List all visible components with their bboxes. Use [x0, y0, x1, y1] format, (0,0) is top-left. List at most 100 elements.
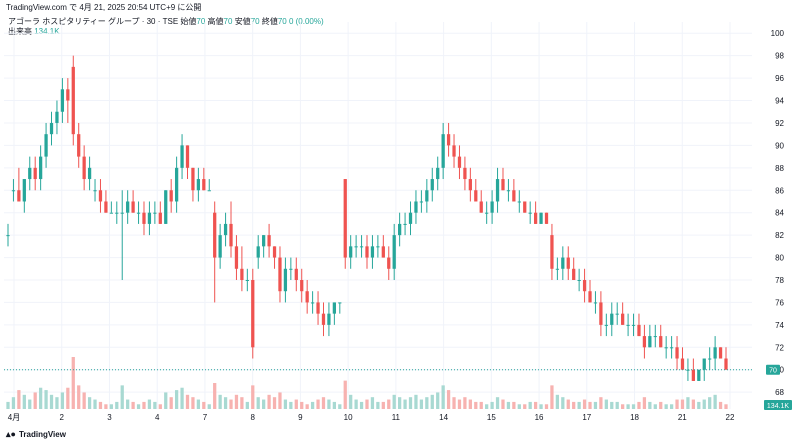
- candle-body: [539, 212, 543, 224]
- candle-body: [49, 122, 54, 135]
- candle-body: [403, 223, 407, 225]
- x-tick-label: 11: [392, 413, 401, 422]
- candle-body: [686, 369, 690, 371]
- candle-body: [436, 167, 440, 180]
- candle-body: [392, 235, 396, 269]
- volume-bar: [365, 399, 369, 409]
- candle-body: [321, 313, 326, 325]
- candle-body: [196, 179, 201, 191]
- volume-bar: [392, 394, 396, 409]
- candle-body: [664, 347, 668, 349]
- x-tick-label: 2: [60, 413, 65, 422]
- y-tick-label: 76: [775, 298, 784, 307]
- volume-bar: [229, 399, 233, 409]
- candle-body: [267, 235, 271, 247]
- x-tick-label: 15: [487, 413, 496, 422]
- volume-bar: [702, 399, 706, 409]
- volume-bar: [680, 399, 685, 409]
- x-tick-label: 4月: [8, 413, 20, 422]
- volume-bar: [414, 394, 418, 409]
- volume-bar: [28, 399, 32, 409]
- volume-bar: [202, 401, 206, 409]
- candle-body: [610, 313, 614, 325]
- volume-bar: [561, 397, 565, 409]
- candle-body: [561, 257, 565, 269]
- volume-bar: [77, 385, 81, 409]
- candle-body: [316, 302, 320, 314]
- volume-bar: [305, 404, 309, 409]
- volume-bar: [240, 397, 244, 409]
- candle-body: [60, 89, 65, 112]
- volume-bar: [713, 394, 717, 409]
- candle-body: [251, 280, 255, 348]
- candle-body: [256, 246, 260, 258]
- tradingview-logo[interactable]: ▴● TradingView: [6, 429, 66, 440]
- candle-body: [44, 134, 48, 157]
- candle-body: [120, 212, 124, 214]
- candle-body: [245, 280, 249, 281]
- volume-bar: [370, 397, 375, 409]
- candle-body: [517, 201, 521, 203]
- volume-bar: [495, 397, 500, 409]
- candle-body: [289, 268, 293, 270]
- volume-bar: [446, 390, 451, 409]
- volume-value: 134.1K: [34, 27, 60, 36]
- volume-bar: [191, 397, 195, 409]
- candle-body: [631, 324, 636, 326]
- logo-text: TradingView: [18, 430, 66, 439]
- x-tick-label: 14: [439, 413, 448, 422]
- low-value: 70: [250, 17, 260, 26]
- volume-bar: [213, 383, 217, 409]
- x-tick-label: 3: [107, 413, 112, 422]
- y-tick-label: 90: [775, 141, 784, 150]
- volume-bar: [648, 401, 652, 409]
- volume-bar: [468, 399, 472, 409]
- open-label: 始値: [180, 17, 197, 26]
- candle-body: [33, 167, 37, 180]
- y-tick-label: 100: [771, 29, 785, 38]
- candle-body: [604, 324, 608, 326]
- candle-body: [147, 212, 152, 224]
- volume-legend: 出来高 134.1K: [8, 26, 60, 37]
- volume-bar: [718, 401, 723, 409]
- volume-bar: [278, 392, 282, 409]
- y-tick-label: 88: [775, 164, 784, 173]
- candle-body: [637, 324, 641, 337]
- volume-bar: [174, 390, 179, 409]
- volume-bar: [164, 392, 168, 409]
- tradingview-logo-icon: ▴●: [6, 429, 16, 439]
- volume-bar: [604, 399, 608, 409]
- volume-bar: [626, 404, 630, 409]
- volume-bar: [109, 404, 113, 409]
- candle-body: [343, 179, 347, 258]
- candle-body: [452, 145, 456, 157]
- candle-body: [523, 201, 527, 213]
- volume-bar: [452, 397, 456, 409]
- volume-bar: [22, 394, 26, 409]
- y-tick-label: 98: [775, 52, 784, 61]
- volume-bar: [332, 401, 336, 409]
- volume-bar: [327, 399, 331, 409]
- volume-bar: [376, 401, 380, 409]
- y-tick-label: 72: [775, 343, 784, 352]
- volume-bar: [267, 394, 271, 409]
- volume-bar: [338, 404, 342, 409]
- last-price-label: 70: [769, 368, 777, 375]
- candle-body: [180, 145, 184, 168]
- candle-body: [262, 235, 266, 247]
- volume-bar: [474, 401, 478, 409]
- candle-body: [593, 302, 598, 304]
- y-tick-label: 82: [775, 231, 784, 240]
- candle-body: [272, 246, 277, 258]
- volume-bar: [11, 397, 16, 409]
- volume-bar: [223, 397, 228, 409]
- candle-body: [310, 302, 315, 304]
- volume-bar: [272, 397, 277, 409]
- close-label: 終値: [261, 17, 278, 26]
- volume-bar: [398, 397, 402, 409]
- volume-badge: [764, 400, 792, 410]
- candle-body: [697, 369, 701, 381]
- candle-body: [213, 212, 217, 258]
- candle-body: [582, 280, 587, 292]
